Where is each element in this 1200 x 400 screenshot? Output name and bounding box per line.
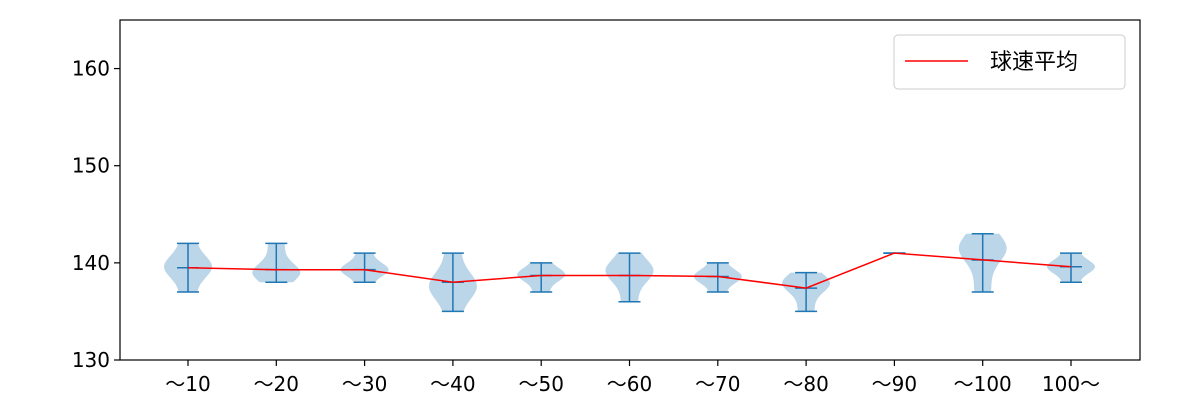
x-tick-label: ～30 — [342, 372, 387, 396]
x-tick-label: ～80 — [783, 372, 828, 396]
legend-box — [893, 34, 1126, 90]
mean-line-series — [187, 252, 1072, 289]
x-tick-label: ～100 — [954, 372, 1012, 396]
x-tick-label: ～20 — [254, 372, 299, 396]
x-tick-label: ～10 — [165, 372, 210, 396]
extrema-markers — [177, 232, 1082, 313]
y-axis: 130 140 150 160 — [72, 57, 120, 372]
mean-line-group — [187, 252, 1072, 289]
x-tick-label: ～90 — [872, 372, 917, 396]
y-tick-label: 150 — [72, 154, 110, 178]
y-tick-label: 160 — [72, 57, 110, 81]
x-tick-label: ～50 — [518, 372, 563, 396]
legend: 球速平均 — [893, 34, 1126, 90]
y-tick-label: 140 — [72, 251, 110, 275]
x-tick-label: ～40 — [430, 372, 475, 396]
x-tick-label: 100～ — [1042, 372, 1100, 396]
x-axis: ～10 ～20 ～30 ～40 ～50 ～60 ～70 ～80 ～90 ～100 100～ — [165, 360, 1100, 396]
x-tick-label: ～60 — [607, 372, 652, 396]
legend-label-mean: 球速平均 — [990, 50, 1078, 75]
x-tick-label: ～70 — [695, 372, 740, 396]
y-tick-label: 130 — [72, 348, 110, 372]
